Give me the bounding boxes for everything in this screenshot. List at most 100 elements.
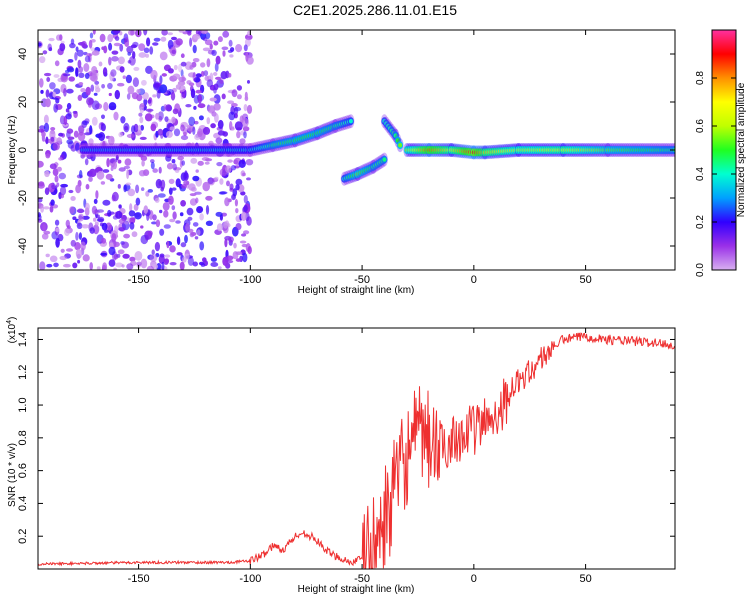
noise-blob — [222, 50, 226, 57]
noise-blob — [205, 158, 213, 162]
noise-blob — [234, 121, 243, 131]
noise-blob — [164, 116, 169, 122]
noise-blob — [187, 216, 193, 221]
noise-blob — [39, 78, 44, 88]
colorbar-tick-label: 0.8 — [695, 71, 706, 85]
noise-blob — [158, 166, 162, 174]
noise-blob — [59, 255, 67, 261]
noise-blob — [224, 197, 230, 207]
noise-blob — [217, 266, 222, 270]
noise-blob — [193, 105, 197, 110]
noise-blob — [181, 160, 185, 166]
noise-blob — [101, 237, 107, 244]
noise-blob — [145, 190, 150, 197]
noise-blob — [96, 266, 101, 270]
noise-blob — [192, 126, 196, 135]
noise-blob — [59, 34, 63, 41]
noise-blob — [60, 248, 65, 253]
noise-blob — [202, 47, 211, 52]
noise-blob — [116, 253, 121, 258]
noise-blob — [60, 40, 65, 44]
noise-blob — [67, 136, 75, 140]
noise-blob — [210, 123, 216, 129]
noise-blob — [157, 193, 166, 198]
noise-blob — [124, 158, 132, 166]
noise-blob — [52, 168, 59, 177]
noise-blob — [73, 130, 79, 138]
noise-blob — [64, 228, 70, 236]
noise-blob — [75, 231, 79, 241]
noise-blob — [167, 32, 174, 36]
noise-blob — [235, 208, 239, 214]
noise-blob — [206, 117, 211, 125]
noise-blob — [171, 116, 176, 124]
noise-blob — [76, 222, 83, 229]
noise-blob — [215, 211, 223, 217]
noise-blob — [124, 42, 129, 47]
snr-frame — [37, 327, 676, 570]
noise-blob — [89, 262, 93, 270]
noise-blob — [62, 73, 71, 77]
noise-blob — [138, 52, 147, 58]
noise-blob — [112, 191, 119, 202]
noise-blob — [105, 222, 112, 231]
noise-blob — [235, 258, 242, 262]
noise-blob — [98, 132, 106, 141]
noise-blob — [133, 66, 140, 71]
noise-blob — [176, 236, 181, 245]
noise-blob — [192, 222, 199, 227]
noise-blob — [134, 212, 142, 220]
noise-blob — [68, 189, 74, 194]
noise-blob — [228, 73, 232, 78]
spectrogram-xtick-label: -50 — [354, 274, 370, 286]
noise-blob — [75, 67, 79, 77]
noise-blob — [100, 252, 107, 256]
spectrogram-xtick-label: 0 — [471, 274, 477, 286]
noise-blob — [235, 223, 242, 231]
noise-blob — [140, 124, 145, 131]
noise-blob — [139, 106, 145, 114]
noise-blob — [180, 61, 187, 67]
noise-blob — [57, 166, 62, 172]
noise-blob — [93, 217, 97, 222]
noise-blob — [80, 88, 86, 93]
noise-blob — [150, 69, 158, 80]
noise-blob — [59, 186, 67, 196]
noise-blob — [198, 115, 204, 121]
noise-blob — [91, 50, 100, 56]
noise-blob — [146, 265, 155, 270]
spectrogram-image — [38, 30, 675, 270]
noise-blob — [94, 221, 99, 226]
trace-core — [398, 143, 403, 148]
noise-blob — [118, 218, 126, 224]
noise-blob — [208, 140, 214, 146]
noise-blob — [63, 88, 67, 97]
noise-blob — [244, 38, 251, 47]
noise-blob — [129, 203, 133, 212]
noise-blob — [195, 169, 199, 173]
noise-blob — [190, 157, 198, 164]
noise-blob — [243, 204, 248, 213]
noise-blob — [205, 195, 213, 201]
noise-blob — [118, 227, 125, 232]
noise-blob — [135, 197, 141, 206]
noise-blob — [55, 237, 60, 248]
noise-blob — [184, 234, 188, 244]
noise-blob — [167, 68, 174, 74]
noise-blob — [150, 161, 155, 170]
noise-blob — [89, 32, 94, 39]
noise-blob — [118, 167, 126, 172]
noise-blob — [214, 176, 219, 180]
noise-blob — [203, 70, 209, 77]
noise-blob — [243, 194, 248, 204]
noise-blob — [200, 62, 206, 68]
noise-blob — [246, 104, 253, 114]
noise-blob — [224, 238, 228, 248]
noise-blob — [233, 242, 237, 249]
noise-blob — [159, 51, 168, 61]
noise-blob — [152, 94, 157, 98]
noise-blob — [109, 242, 114, 249]
noise-blob — [245, 159, 254, 166]
noise-blob — [84, 55, 91, 63]
noise-blob — [235, 44, 243, 53]
